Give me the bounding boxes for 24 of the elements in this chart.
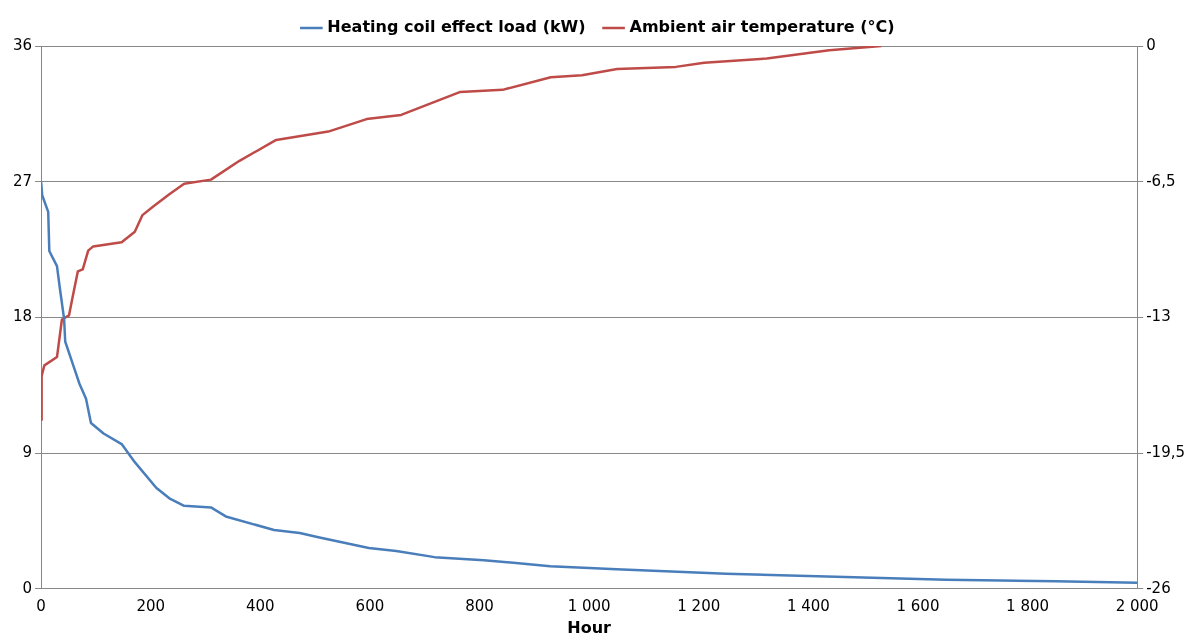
y2-tick-label: -19,5 (1146, 442, 1185, 461)
y2-tick-label: -26 (1146, 578, 1171, 597)
x-tick-label: 2 000 (1115, 596, 1159, 615)
x-tick-label: 400 (245, 596, 275, 615)
legend-label: Ambient air temperature (°C) (629, 17, 895, 37)
y2-tick-label: -6,5 (1146, 171, 1176, 190)
x-tick-label: 200 (136, 596, 166, 615)
x-tick-label: 600 (355, 596, 385, 615)
x-tick-label: 800 (465, 596, 494, 615)
x-tick-label: 1 000 (567, 596, 611, 615)
y2-tick-label: -13 (1146, 307, 1171, 326)
x-tick-label: 1 200 (677, 596, 721, 615)
y-tick-label: 0 (22, 578, 33, 597)
y-tick-label: 27 (12, 171, 33, 190)
legend-label: Heating coil effect load (kW) (327, 17, 586, 37)
x-tick-label: 0 (36, 596, 46, 615)
y2-tick-label: 0 (1146, 35, 1156, 54)
x-tick-label: 1 400 (786, 596, 830, 615)
x-axis-title: Hour (567, 617, 612, 637)
y-tick-label: 36 (12, 35, 33, 54)
x-tick-label: 1 600 (896, 596, 940, 615)
y-tick-label: 18 (12, 307, 33, 326)
x-tick-label: 1 800 (1006, 596, 1050, 615)
y-tick-label: 9 (22, 442, 33, 461)
